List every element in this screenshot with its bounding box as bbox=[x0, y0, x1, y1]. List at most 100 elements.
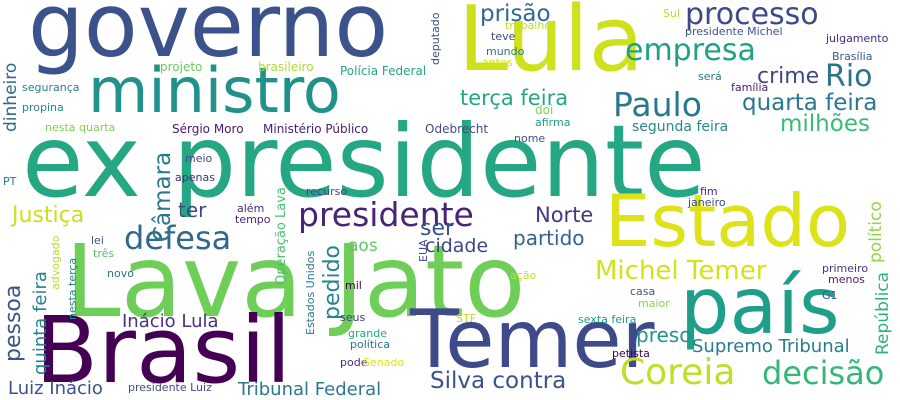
word-brasilia: Brasília bbox=[832, 50, 873, 63]
word-teve: teve bbox=[491, 30, 516, 43]
word-pedido: pedido bbox=[320, 244, 345, 320]
word-nome: nome bbox=[514, 132, 546, 145]
word-grande: grande bbox=[348, 327, 387, 340]
word-senado: Senado bbox=[363, 356, 405, 369]
word-inacio-lula: Inácio Lula bbox=[122, 311, 219, 332]
word-quarta-feira: quarta feira bbox=[742, 90, 878, 116]
word-menos: menos bbox=[828, 273, 865, 286]
word-aos: aos bbox=[348, 236, 378, 256]
word-governo: governo bbox=[28, 0, 389, 77]
word-policia-federal: Polícia Federal bbox=[340, 64, 427, 78]
word-defesa: defesa bbox=[124, 219, 232, 257]
word-politico: político bbox=[866, 201, 886, 263]
word-nesta-quarta: nesta quarta bbox=[45, 121, 116, 134]
word-lava-jato: Lava Jato bbox=[65, 223, 526, 340]
word-estado: Estado bbox=[605, 179, 851, 263]
word-rio: Rio bbox=[825, 59, 873, 94]
word-afirma: afirma bbox=[535, 116, 571, 129]
word-preso: preso bbox=[636, 323, 692, 347]
word-luiz-inacio: Luiz Inácio bbox=[8, 378, 103, 399]
word-prisao: prisão bbox=[480, 1, 551, 27]
word-g1: G1 bbox=[822, 289, 838, 302]
word-mil: mil bbox=[345, 279, 362, 292]
word-pt: PT bbox=[3, 175, 17, 188]
word-sul: Sul bbox=[663, 7, 681, 20]
word-silva-contra: Silva contra bbox=[430, 368, 567, 394]
word-michel-temer: Michel Temer bbox=[595, 256, 767, 286]
word-ex-presidente: ex presidente bbox=[22, 103, 706, 220]
word-propina: propina bbox=[22, 101, 64, 114]
word-meio: meio bbox=[185, 152, 213, 165]
word-familia: família bbox=[731, 81, 769, 94]
word-deputado: deputado bbox=[429, 12, 442, 65]
word-novo: novo bbox=[107, 267, 134, 280]
word-ministerio-publico: Ministério Público bbox=[263, 122, 369, 136]
word-casa: casa bbox=[630, 285, 656, 298]
word-seguranca: segurança bbox=[22, 81, 80, 94]
word-processo: processo bbox=[685, 0, 819, 32]
word-apenas: apenas bbox=[175, 171, 215, 184]
word-decisao: decisão bbox=[762, 354, 885, 392]
word-presidente-michel: presidente Michel bbox=[685, 25, 783, 38]
word-ministro: ministro bbox=[88, 54, 341, 127]
word-sergio-moro: Sérgio Moro bbox=[172, 122, 244, 136]
word-recurso: recurso bbox=[306, 185, 348, 198]
word-maior: maior bbox=[638, 297, 670, 310]
word-tres: três bbox=[93, 247, 115, 260]
word-ter: ter bbox=[178, 198, 207, 222]
word-norte: Norte bbox=[535, 203, 594, 227]
word-presidente-luiz: presidente Luiz bbox=[128, 381, 212, 394]
word-projeto: projeto bbox=[160, 60, 203, 74]
word-crime: crime bbox=[757, 64, 820, 89]
word-stf: STF bbox=[456, 312, 477, 325]
word-nesta-terca: nesta terça bbox=[66, 257, 79, 320]
word-segunda-feira: segunda feira bbox=[632, 119, 729, 135]
word-pais: país bbox=[680, 262, 840, 352]
word-julgamento: julgamento bbox=[826, 32, 889, 45]
word-paulo: Paulo bbox=[613, 85, 702, 124]
word-tribunal-federal: Tribunal Federal bbox=[238, 379, 382, 400]
word-antes: antes bbox=[482, 56, 513, 69]
word-petista: petista bbox=[612, 347, 650, 360]
word-operacao-lava: Operação Lava bbox=[274, 187, 289, 285]
word-janeiro: janeiro bbox=[688, 196, 726, 209]
word-milhoes: milhões bbox=[780, 111, 870, 137]
word-terca-feira: terça feira bbox=[460, 86, 569, 110]
word-tempo: tempo bbox=[235, 213, 271, 226]
word-partido: partido bbox=[513, 226, 585, 250]
word-empresa: empresa bbox=[625, 33, 756, 68]
word-advogado: advogado bbox=[49, 235, 62, 290]
word-eua: EUA bbox=[417, 239, 430, 262]
word-supremo-tribunal: Supremo Tribunal bbox=[692, 336, 850, 357]
word-fim: fim bbox=[700, 185, 718, 198]
word-coreia: Coreia bbox=[620, 352, 736, 393]
word-brasil: Brasil bbox=[35, 297, 292, 400]
word-sexta-feira: sexta feira bbox=[578, 313, 637, 326]
word-trabalho: trabalho bbox=[505, 19, 552, 32]
word-presidente: presidente bbox=[298, 195, 474, 234]
word-estados-unidos: Estados Unidos bbox=[304, 250, 317, 335]
word-temer: Temer bbox=[410, 293, 655, 386]
word-mundo: mundo bbox=[486, 45, 525, 58]
word-politica: política bbox=[350, 338, 390, 351]
word-acao: ação bbox=[510, 269, 537, 282]
word-alem: além bbox=[237, 202, 265, 215]
word-pode: pode bbox=[340, 356, 368, 369]
word-sera: será bbox=[698, 70, 722, 83]
word-brasileiro: brasileiro bbox=[258, 60, 314, 74]
word-republica: República bbox=[873, 271, 893, 355]
word-cidade: cidade bbox=[425, 235, 489, 257]
word-camara: Câmara bbox=[150, 151, 176, 242]
word-ser: ser bbox=[420, 216, 455, 241]
word-dinheiro: dinheiro bbox=[1, 62, 21, 132]
word-lula: Lula bbox=[458, 0, 644, 92]
word-pessoa: pessoa bbox=[1, 284, 26, 362]
word-justica: Justiça bbox=[12, 203, 85, 228]
word-doi: doi bbox=[535, 103, 554, 117]
word-seus: seus bbox=[340, 311, 366, 324]
word-odebrecht: Odebrecht bbox=[425, 122, 489, 136]
word-lei: lei bbox=[91, 234, 104, 247]
word-primeiro: primeiro bbox=[822, 262, 869, 275]
word-quinta-feira: quinta feira bbox=[30, 271, 51, 375]
